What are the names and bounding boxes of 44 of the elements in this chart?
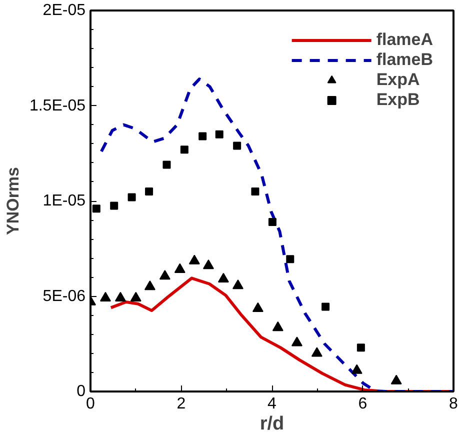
- x-tick-label: 6: [358, 396, 368, 412]
- point: [128, 193, 136, 202]
- x-tick-label: 4: [268, 396, 277, 412]
- point: [130, 292, 142, 302]
- y-axis-title: YNOrms: [3, 166, 22, 236]
- point: [291, 336, 302, 346]
- point: [110, 202, 118, 210]
- point: [311, 347, 322, 357]
- point: [286, 255, 294, 264]
- legend-label: flameB: [376, 50, 433, 70]
- y-tick-label: 1.5E-05: [29, 97, 86, 114]
- point: [233, 142, 242, 150]
- point: [114, 292, 126, 302]
- point: [322, 302, 330, 311]
- y-tick-label: 1E-05: [42, 192, 86, 210]
- point: [92, 204, 100, 213]
- y-tick-label: 0: [76, 383, 86, 400]
- point: [390, 374, 402, 384]
- point: [198, 132, 207, 140]
- point: [144, 280, 156, 290]
- point: [159, 270, 170, 280]
- point: [252, 302, 264, 312]
- point: [251, 187, 260, 196]
- legend-label: ExpA: [376, 70, 420, 90]
- point: [202, 259, 214, 270]
- x-tick-label: 2: [176, 396, 186, 412]
- x-tick-label: 8: [449, 396, 458, 412]
- point: [162, 160, 171, 169]
- y-tick-label: 5E-06: [42, 288, 86, 305]
- point: [218, 272, 229, 282]
- point: [272, 321, 284, 332]
- x-axis-title: r/d: [260, 414, 284, 434]
- point: [232, 280, 244, 290]
- point: [100, 292, 111, 302]
- y-tick-label: 2E-05: [42, 2, 86, 19]
- point: [188, 254, 200, 264]
- point: [174, 263, 186, 273]
- point: [145, 187, 154, 196]
- point: [351, 364, 362, 374]
- point: [215, 130, 224, 138]
- point: [180, 146, 188, 154]
- legend-label: flameA: [376, 30, 433, 50]
- legend-label: ExpB: [376, 90, 420, 110]
- point: [268, 218, 276, 226]
